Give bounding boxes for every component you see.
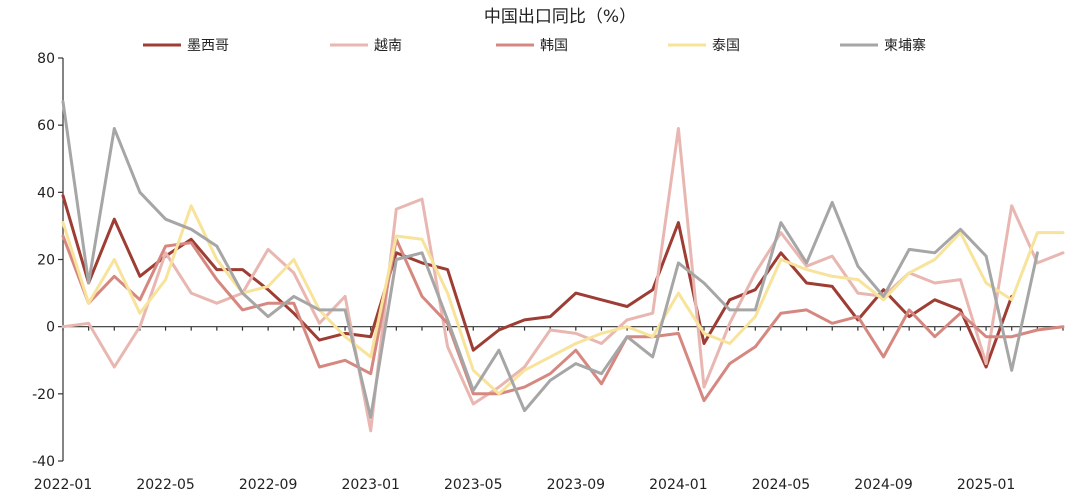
series-line-3 xyxy=(61,204,1065,396)
y-tick-label: 0 xyxy=(46,320,55,336)
x-tick-label: 2023-01 xyxy=(341,477,400,493)
legend-label-3: 泰国 xyxy=(712,38,740,54)
series-line-2 xyxy=(61,234,1065,403)
y-tick-label: -40 xyxy=(32,454,55,470)
legend-label-4: 柬埔寨 xyxy=(884,37,926,54)
y-axis: -40 -20 0 20 40 60 80 xyxy=(32,51,64,470)
x-tick-label: 2022-09 xyxy=(239,477,298,493)
x-tick-label: 2024-01 xyxy=(649,477,708,493)
chart-title: 中国出口同比（%） xyxy=(484,7,636,27)
legend-label-2: 韩国 xyxy=(540,38,568,54)
x-tick-label: 2023-05 xyxy=(444,477,503,493)
series-line-0 xyxy=(61,194,1014,369)
y-tick-label: 40 xyxy=(37,185,55,201)
y-tick-label: 60 xyxy=(37,118,55,134)
legend-label-1: 越南 xyxy=(374,38,402,54)
y-tick-label: -20 xyxy=(32,387,55,403)
x-axis: 2022-01 2022-05 2022-09 2023-01 2023-05 2023-… xyxy=(34,326,1064,493)
x-tick-label: 2022-01 xyxy=(34,477,93,493)
x-tick-label: 2024-09 xyxy=(854,477,913,493)
legend: 墨西哥 越南 韩国 泰国 柬埔寨 xyxy=(143,37,926,54)
x-tick-label: 2022-05 xyxy=(136,477,195,493)
legend-label-0: 墨西哥 xyxy=(187,38,229,54)
x-tick-label: 2025-01 xyxy=(957,477,1016,493)
series-line-1 xyxy=(61,127,1065,433)
x-tick-label: 2023-09 xyxy=(547,477,606,493)
y-tick-label: 20 xyxy=(37,253,55,269)
plot-area xyxy=(61,100,1065,433)
series-line-4 xyxy=(61,100,1039,419)
x-tick-label: 2024-05 xyxy=(752,477,811,493)
y-tick-label: 80 xyxy=(37,51,55,67)
